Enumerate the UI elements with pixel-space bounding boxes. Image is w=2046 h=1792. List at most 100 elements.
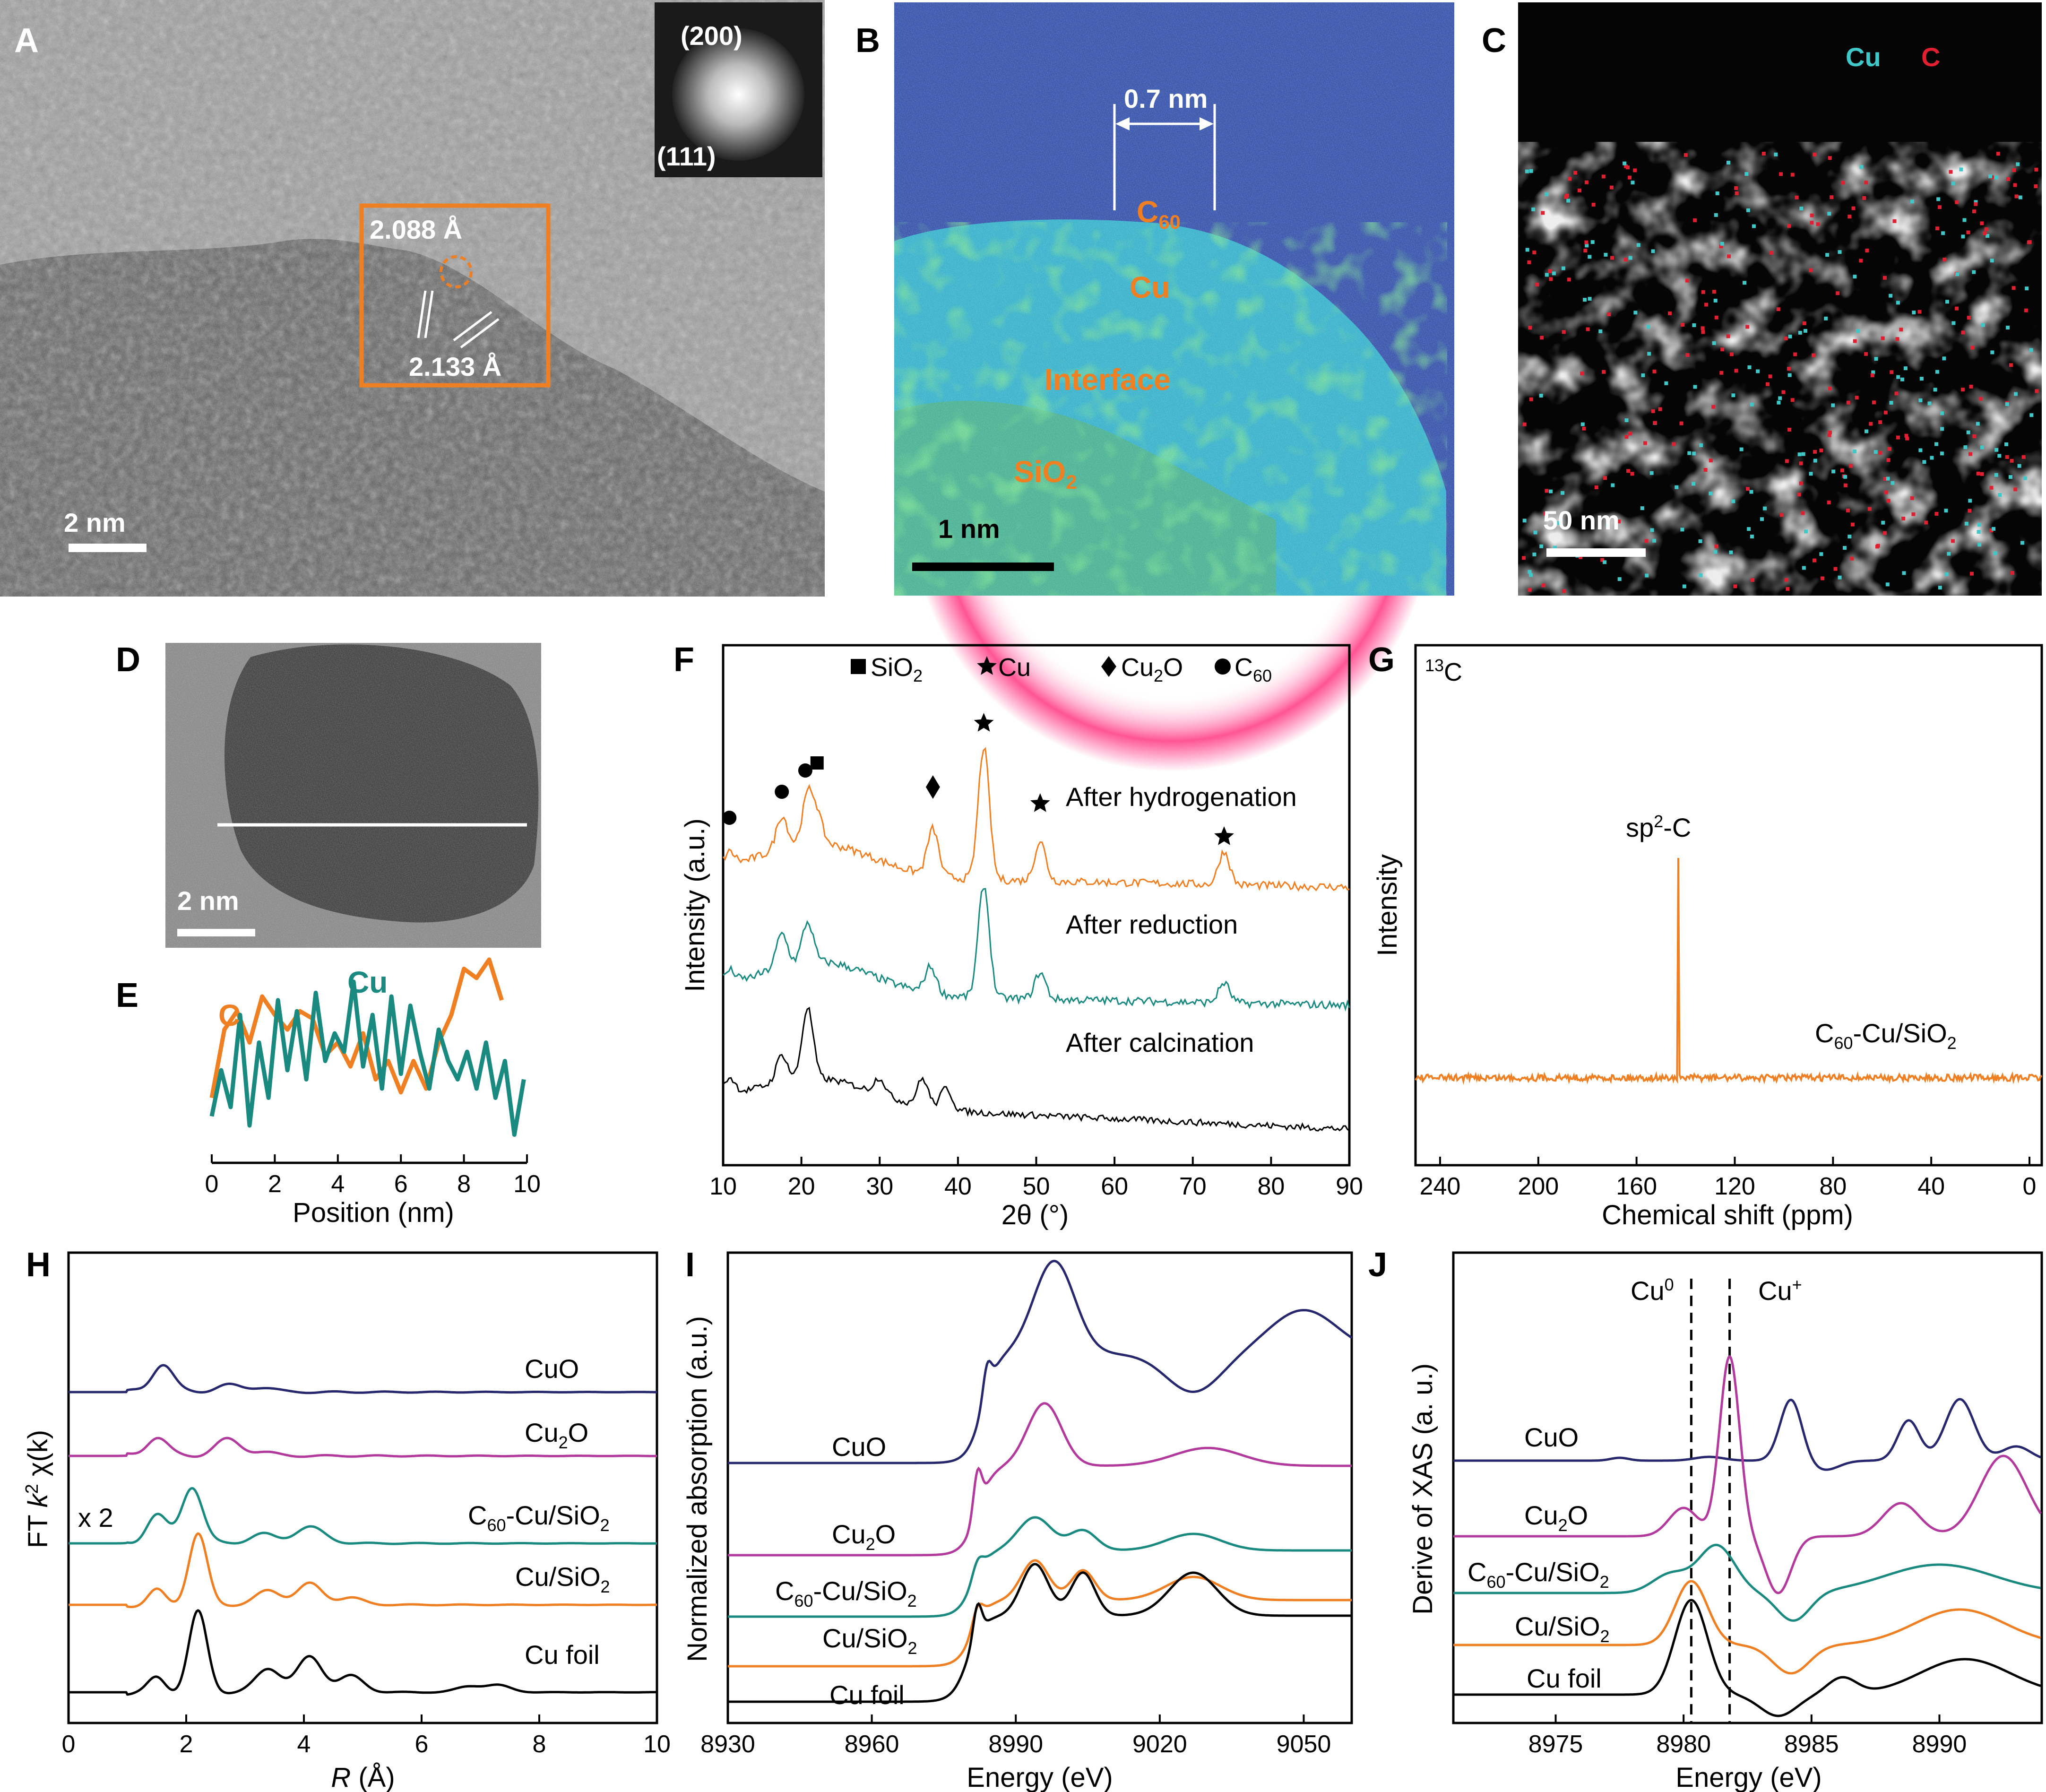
eds-dot [1889,401,1893,405]
eds-dot [1983,231,1986,235]
i-series-2 [728,1516,1352,1618]
eds-dot [1891,481,1895,485]
eds-dot [2018,195,2022,199]
eds-dot [1776,307,1780,312]
eds-dot [1836,291,1840,295]
fft-label-200: (200) [681,21,742,51]
eds-dot [1750,402,1754,407]
eds-dot [1934,442,1938,446]
eds-dot [1714,544,1718,548]
eds-dot [1787,367,1791,371]
eds-dot [1990,259,1994,263]
eds-dot [1711,405,1716,409]
eds-dot [1604,252,1608,257]
eds-dot [1750,535,1754,538]
eds-dot [1864,352,1868,356]
eds-dot [1788,334,1792,338]
eds-dot [1905,436,1909,441]
eds-dot [1955,306,1959,311]
eds-dot [1668,311,1672,315]
eds-dot [1875,545,1879,549]
eds-dot [1793,352,1797,356]
g-tick-label-1: 200 [1518,1173,1559,1200]
eds-dot [2005,455,2009,459]
eds-dot [1529,397,1533,401]
h-tick-label-1: 2 [180,1731,193,1758]
i-tick-label-4: 9050 [1277,1731,1331,1758]
lattice-line-2 [424,290,434,338]
lattice-line-1 [417,290,427,338]
eds-dot [1918,398,1923,402]
eds-dot [1978,397,1983,401]
eds-dot [2035,389,2039,393]
eds-dot [1785,578,1788,582]
eds-dot [1565,193,1569,198]
eds-dot [1847,215,1852,219]
eds-dot [1961,234,1965,239]
eds-dot [1763,506,1767,511]
eds-dot [1779,513,1784,517]
eds-dot [1878,451,1882,455]
scalebar-b [912,563,1054,571]
eds-dot [1528,588,1532,592]
eds-dot [2020,541,2024,545]
j-tick-label-2: 8985 [1784,1731,1839,1758]
eds-dot [1562,589,1566,593]
eds-dot [1964,521,1968,526]
eds-dot [1729,352,1734,356]
eds-dot [2034,184,2038,188]
eds-dot [1603,476,1607,480]
eds-dot [1653,421,1657,425]
eds-dot [1896,301,1900,305]
panel-d: 2 nm D [116,641,541,948]
eds-dot [1664,381,1668,385]
eds-dot [1531,208,1536,211]
eds-dot [1734,369,1738,373]
eds-dot [1883,531,1887,535]
panel-label-b: B [855,22,880,60]
eds-dot [1579,555,1583,559]
eds-dot [1976,422,1980,426]
i-tick-label-3: 9020 [1132,1731,1187,1758]
eds-dot [1541,211,1545,215]
eds-dot [1528,326,1532,330]
eds-dot [1801,452,1805,456]
eds-dot [1843,546,1847,550]
eds-dot [1646,325,1650,329]
j-series-2 [1453,1543,2041,1622]
eds-dot [2011,286,2016,290]
eds-dot [1936,197,1941,201]
panel-h: H CuO Cu2O C60-Cu/SiO2 Cu/SiO2 Cu foil x… [22,1246,671,1792]
h-label-cu2o: Cu2O [525,1418,588,1452]
eds-dot [1719,244,1723,249]
eds-dot [1970,346,1975,350]
lattice-line-4 [460,318,500,348]
h-note: x 2 [78,1503,113,1532]
i-tick-label-0: 8930 [700,1731,755,1758]
eds-dot [1529,573,1533,577]
eds-dot [1942,356,1946,361]
eds-dot [1930,456,1934,460]
eds-dot [1872,400,1876,405]
f-tick-label-3: 40 [944,1173,972,1200]
eds-dot [1828,431,1832,434]
eds-dot [1903,366,1908,371]
eds-dot [1751,578,1755,582]
eds-dot [1557,521,1561,525]
f-tick-label-1: 20 [788,1173,815,1200]
i-series-1 [728,1402,1352,1557]
eds-dot [1598,329,1603,333]
scalebar-label-b: 1 nm [938,514,1000,544]
f-legend-symbol-c60 [1215,658,1231,675]
eds-dot [1838,575,1842,580]
f-legend-text-0: SiO2 [871,653,923,685]
eds-dot [1867,507,1872,511]
eds-dot [1525,248,1529,252]
eds-dot [1888,447,1891,451]
eds-dot [1746,208,1750,212]
eds-dot [1997,454,2002,458]
eds-dot [1828,386,1832,390]
eds-dot [1633,168,1637,173]
eds-dot [1720,347,1725,352]
eds-dot [1899,328,1903,332]
